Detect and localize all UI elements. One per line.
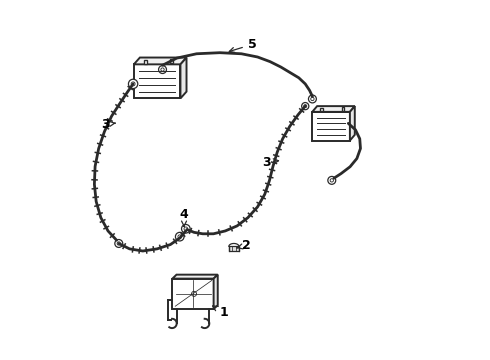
Circle shape xyxy=(175,232,184,241)
Polygon shape xyxy=(214,275,218,309)
Circle shape xyxy=(309,95,317,103)
Text: 2: 2 xyxy=(237,239,251,252)
Circle shape xyxy=(302,103,309,110)
Circle shape xyxy=(328,176,336,184)
Circle shape xyxy=(115,239,122,247)
Polygon shape xyxy=(180,58,187,98)
Text: 3: 3 xyxy=(101,118,115,131)
Bar xyxy=(170,59,173,63)
Text: 3: 3 xyxy=(262,156,278,168)
Text: 4: 4 xyxy=(180,208,189,226)
Circle shape xyxy=(159,66,167,73)
Polygon shape xyxy=(134,58,187,64)
Text: 5: 5 xyxy=(229,38,257,53)
Polygon shape xyxy=(172,275,218,279)
Circle shape xyxy=(128,79,138,89)
Text: 1: 1 xyxy=(213,306,228,319)
Bar xyxy=(342,108,344,111)
Circle shape xyxy=(181,225,190,233)
Polygon shape xyxy=(312,106,355,112)
Bar xyxy=(144,60,147,64)
Polygon shape xyxy=(229,246,239,251)
Bar xyxy=(320,108,323,112)
Polygon shape xyxy=(350,106,355,140)
